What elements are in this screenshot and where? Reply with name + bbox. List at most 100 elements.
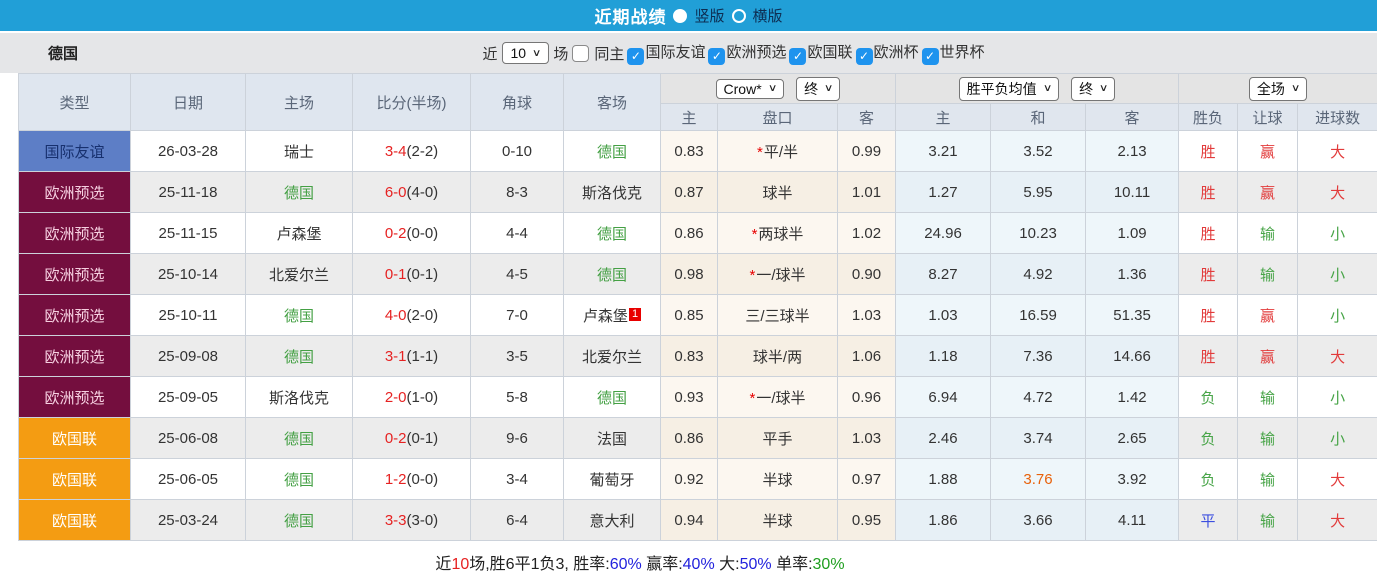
vertical-layout-label[interactable]: 竖版 [694,8,725,25]
away-team-cell[interactable]: 意大利 [563,499,661,541]
avg-time-select[interactable]: 终 ∨ [1071,76,1116,101]
away-team-cell[interactable]: 葡萄牙 [563,458,661,500]
away-team-cell[interactable]: 卢森堡 1 [563,294,661,336]
competition-checkbox[interactable]: ✓ [921,48,939,65]
home-team-cell[interactable]: 北爱尔兰 [245,253,353,295]
away-team-cell[interactable]: 法国 [563,417,661,459]
away-team-cell[interactable]: 北爱尔兰 [563,335,661,377]
corner-cell: 4-4 [470,212,564,254]
avg-odds-select[interactable]: 胜平负均值 ∨ [958,76,1059,101]
away-team-name[interactable]: 卢森堡 [582,307,628,325]
horizontal-layout-label[interactable]: 横版 [752,8,783,25]
handicap-star: * [751,225,758,243]
halftime-score: (4-0) [406,183,439,201]
bookmaker-select[interactable]: Crow* ∨ [715,78,784,99]
competition-checkbox[interactable]: ✓ [789,48,807,65]
home-team-cell[interactable]: 德国 [245,499,353,541]
date-cell: 25-06-05 [130,458,246,500]
chevron-down-icon: ∨ [1099,83,1109,94]
handicap-line: *一/球半 [717,253,838,295]
score-cell: 1-2(0-0) [352,458,471,500]
match-type-badge: 欧洲预选 [18,171,131,213]
handicap-away-odds: 0.96 [836,376,897,418]
halftime-score: (0-0) [406,470,439,488]
result-wdl-cell: 胜 [1178,212,1239,254]
competition-label[interactable]: 欧洲预选 [726,44,787,61]
handicap-away-odds: 0.90 [836,253,897,295]
subheader-handicap-away: 客 [836,103,897,131]
home-team-cell[interactable]: 德国 [245,458,353,500]
home-team-cell[interactable]: 德国 [245,171,353,213]
away-team-cell[interactable]: 斯洛伐克 [563,171,661,213]
handicap-time-select[interactable]: 终 ∨ [796,76,841,101]
handicap-line-text: 一/球半 [756,266,806,284]
away-team-name[interactable]: 斯洛伐克 [581,184,642,202]
away-team-cell[interactable]: 德国 [563,212,661,254]
same-home-checkbox[interactable] [572,44,590,62]
table-row: 欧洲预选 25-09-05 斯洛伐克 2-0(1-0) 5-8 德国 0.93 … [18,376,1377,418]
away-team-name[interactable]: 法国 [596,430,627,448]
competition-label[interactable]: 世界杯 [939,44,985,61]
away-team-name[interactable]: 意大利 [589,512,635,530]
horizontal-layout-radio[interactable] [731,8,746,23]
date-cell: 25-09-08 [130,335,246,377]
subheader-handicap-line: 盘口 [717,103,838,131]
vertical-layout-radio[interactable] [673,8,688,23]
away-team-cell[interactable]: 德国 [563,253,661,295]
handicap-line-text: 一/球半 [756,389,806,407]
corner-cell: 5-8 [470,376,564,418]
home-team-cell[interactable]: 斯洛伐克 [245,376,353,418]
summary-segment: 场,胜6平1负3, 胜率: [469,556,610,573]
home-team-cell[interactable]: 德国 [245,417,353,459]
home-team-cell[interactable]: 瑞士 [245,130,353,172]
corner-cell: 9-6 [470,417,564,459]
halftime-score: (2-2) [406,142,439,160]
home-team-cell[interactable]: 卢森堡 [245,212,353,254]
period-value: 全场 [1256,80,1285,97]
match-count-value: 10 [510,45,527,61]
subheader-avg-away: 客 [1085,103,1180,131]
result-handicap-cell: 输 [1237,253,1299,295]
away-team-name[interactable]: 德国 [596,389,627,407]
competition-checkbox[interactable]: ✓ [627,48,645,65]
away-team-name[interactable]: 葡萄牙 [589,471,635,489]
match-type-badge: 欧洲预选 [18,335,131,377]
recent-label: 近 [482,45,498,63]
away-team-name[interactable]: 北爱尔兰 [581,348,642,366]
competition-label[interactable]: 欧洲杯 [873,44,919,61]
away-team-cell[interactable]: 德国 [563,376,661,418]
score-cell: 0-2(0-0) [352,212,471,254]
home-team-cell[interactable]: 德国 [245,294,353,336]
subheader-handicap-home: 主 [660,103,718,131]
halftime-score: (0-0) [406,224,439,242]
summary-footer: 近10场,胜6平1负3, 胜率:60% 赢率:40% 大:50% 单率:30% [0,541,1280,574]
competition-checkbox[interactable]: ✓ [708,48,726,65]
handicap-home-odds: 0.94 [660,499,718,541]
away-team-name[interactable]: 德国 [596,143,627,161]
avg-draw-odds: 16.59 [990,294,1087,336]
competition-label[interactable]: 国际友谊 [645,44,706,61]
match-type-badge: 欧洲预选 [18,253,131,295]
score-cell: 3-1(1-1) [352,335,471,377]
filterbar: 德国 近 10 ∨ 场 同主 ✓ 国际友谊 ✓ 欧洲预选 ✓ 欧国联 ✓ 欧洲杯 ✓ 世界杯 [0,33,1377,73]
halftime-score: (0-1) [406,265,439,283]
match-count-select[interactable]: 10 ∨ [501,42,550,64]
chevron-down-icon: ∨ [1290,83,1301,94]
score-cell: 4-0(2-0) [352,294,471,336]
fulltime-score: 3-3 [384,511,407,529]
competition-checkbox[interactable]: ✓ [855,48,873,65]
period-select[interactable]: 全场 ∨ [1248,76,1308,101]
competition-label[interactable]: 欧国联 [807,44,853,61]
score-cell: 0-1(0-1) [352,253,471,295]
handicap-line: 球半/两 [717,335,838,377]
away-team-cell[interactable]: 德国 [563,130,661,172]
away-team-name[interactable]: 德国 [596,225,627,243]
home-team-cell[interactable]: 德国 [245,335,353,377]
result-goals-cell: 小 [1297,212,1377,254]
avg-away-odds: 2.65 [1085,417,1180,459]
result-wdl-cell: 胜 [1178,130,1239,172]
competition-filters: ✓ 国际友谊 ✓ 欧洲预选 ✓ 欧国联 ✓ 欧洲杯 ✓ 世界杯 [624,41,985,65]
handicap-line-text: 平手 [762,430,793,448]
away-team-name[interactable]: 德国 [596,266,627,284]
same-home-label[interactable]: 同主 [594,45,625,63]
